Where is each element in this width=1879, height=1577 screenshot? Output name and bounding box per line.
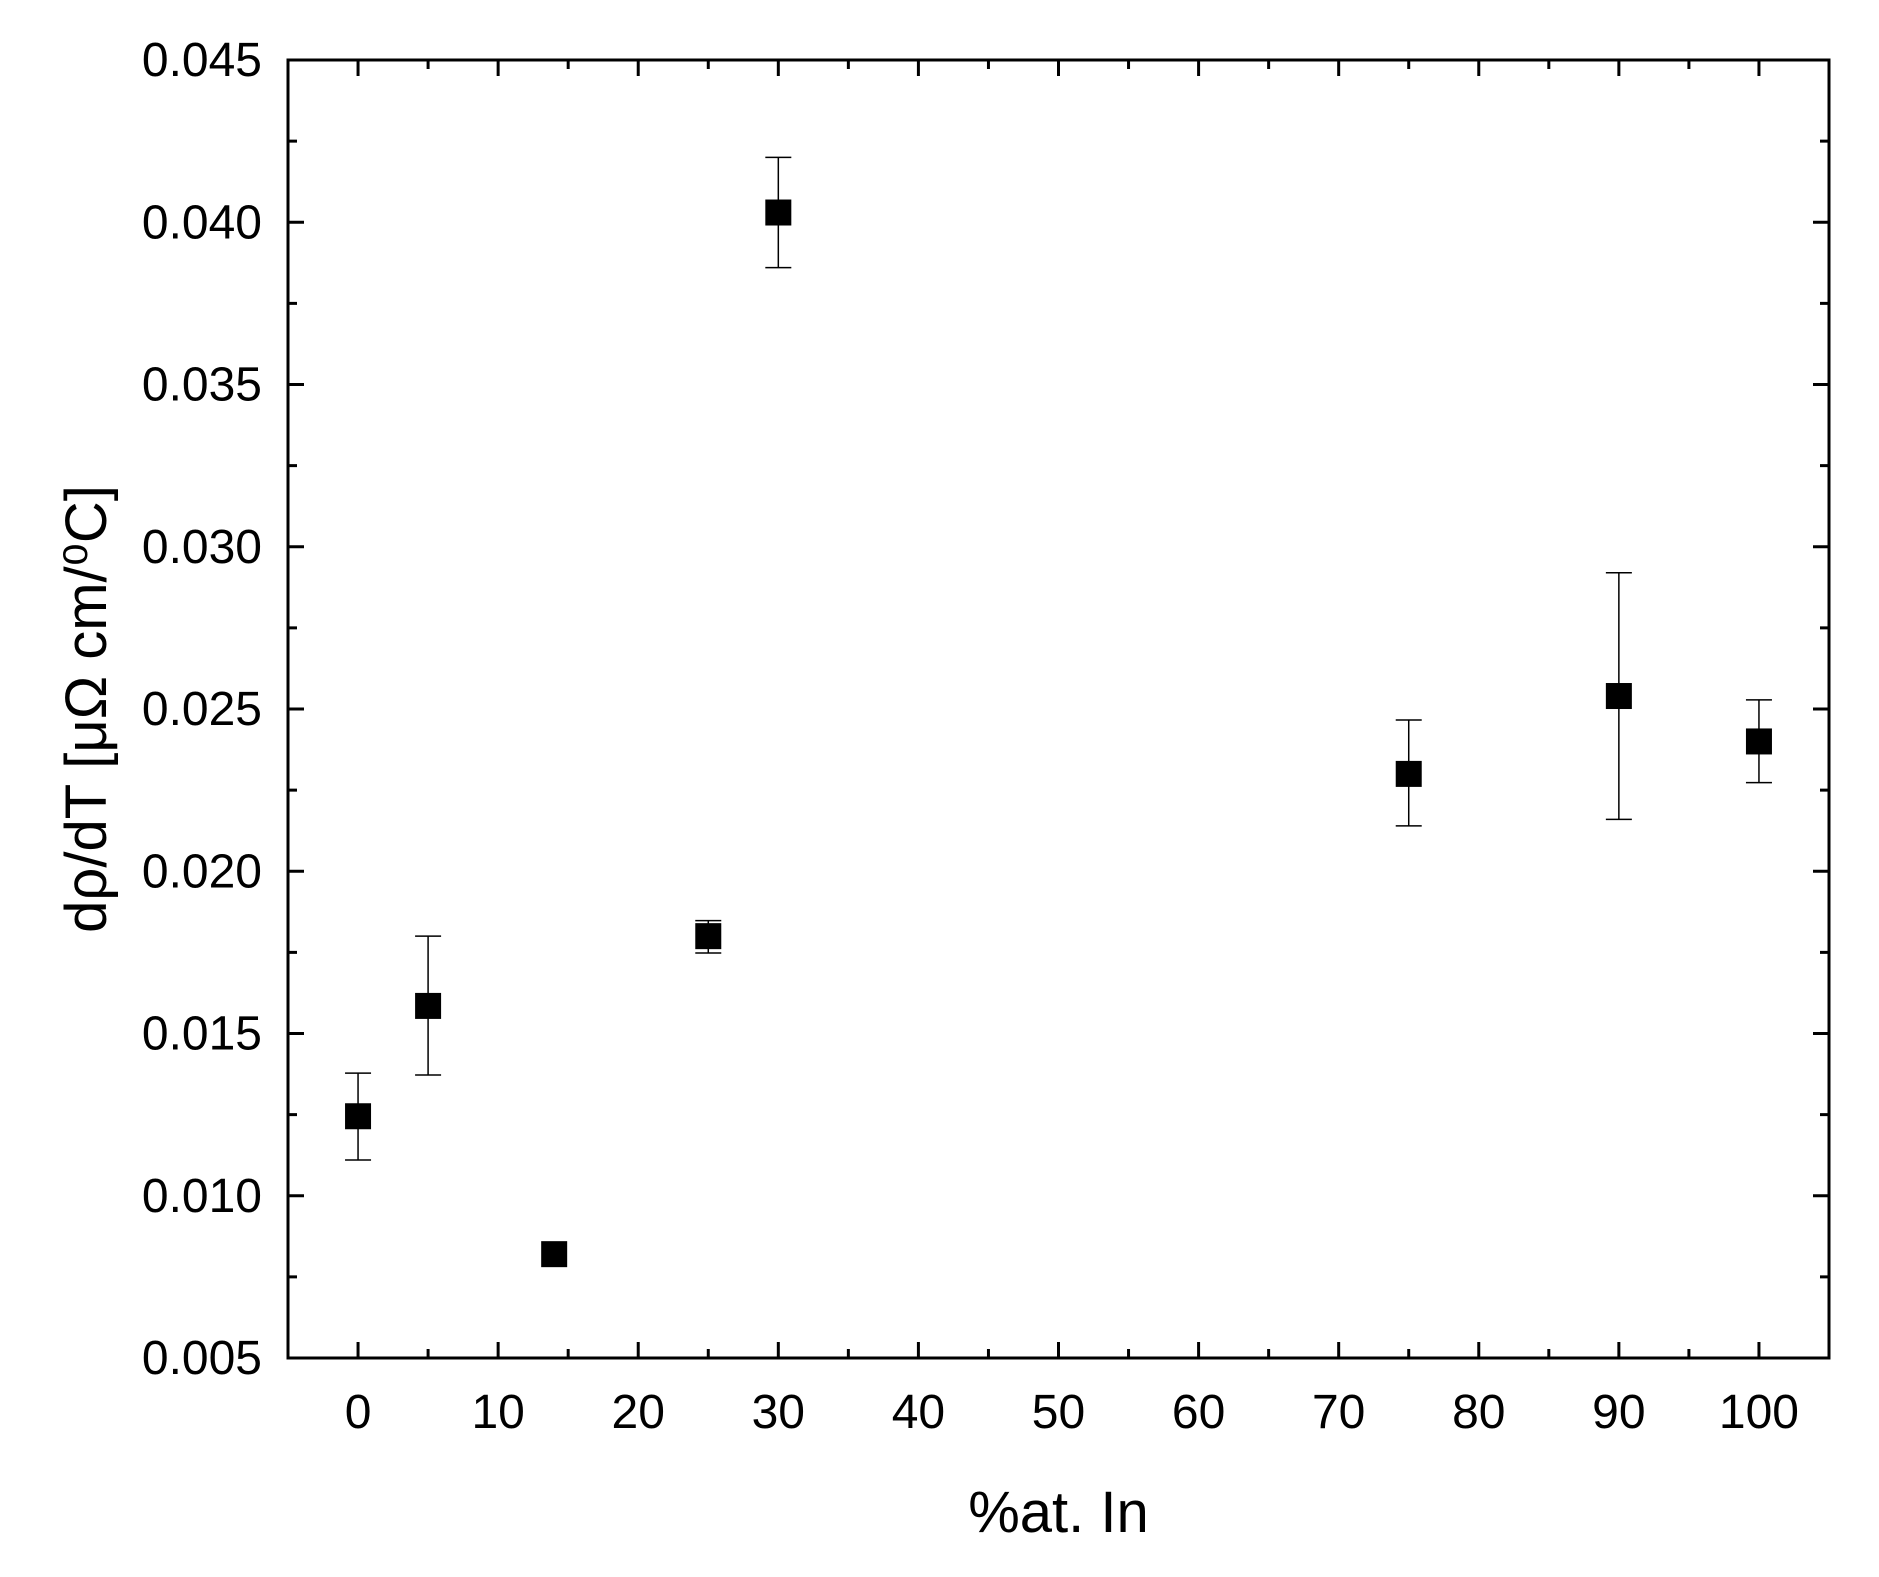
y-axis-title: dρ/dT [μΩ cm/⁰C] xyxy=(54,485,119,933)
y-tick-label: 0.010 xyxy=(142,1170,262,1223)
y-tick-label: 0.045 xyxy=(142,34,262,87)
x-tick-label: 0 xyxy=(345,1386,372,1439)
y-tick-label: 0.030 xyxy=(142,521,262,574)
x-axis-title: %at. In xyxy=(968,1480,1149,1545)
x-tick-label: 40 xyxy=(892,1386,945,1439)
data-point xyxy=(695,923,722,950)
x-tick-label: 100 xyxy=(1719,1386,1799,1439)
x-tick-label: 30 xyxy=(752,1386,805,1439)
x-tick-label: 60 xyxy=(1172,1386,1225,1439)
data-point xyxy=(345,1103,372,1130)
data-point xyxy=(1395,760,1422,787)
x-tick-label: 90 xyxy=(1592,1386,1645,1439)
y-tick-label: 0.020 xyxy=(142,845,262,898)
x-tick-label: 80 xyxy=(1452,1386,1505,1439)
x-tick-label: 20 xyxy=(612,1386,665,1439)
data-markers xyxy=(345,199,1772,1268)
x-major-ticks xyxy=(356,60,1761,1358)
data-point xyxy=(415,992,442,1019)
x-tick-label: 70 xyxy=(1312,1386,1365,1439)
x-tick-label: 10 xyxy=(471,1386,524,1439)
y-tick-label: 0.035 xyxy=(142,359,262,412)
data-point xyxy=(541,1241,568,1268)
y-tick-label: 0.025 xyxy=(142,683,262,736)
data-point xyxy=(765,199,792,226)
plot-frame xyxy=(286,58,1831,1360)
y-tick-label: 0.005 xyxy=(142,1332,262,1385)
y-tick-label: 0.015 xyxy=(142,1008,262,1061)
data-point xyxy=(1745,728,1772,755)
data-point xyxy=(1605,683,1632,710)
y-tick-label: 0.040 xyxy=(142,196,262,249)
x-tick-label: 50 xyxy=(1032,1386,1085,1439)
y-tick-labels: 0.005 0.010 0.015 0.020 0.025 0.030 0.035 0.040… xyxy=(142,34,262,1385)
x-tick-labels: 0 10 20 30 40 50 60 70 80 90 100 xyxy=(345,1386,1799,1439)
